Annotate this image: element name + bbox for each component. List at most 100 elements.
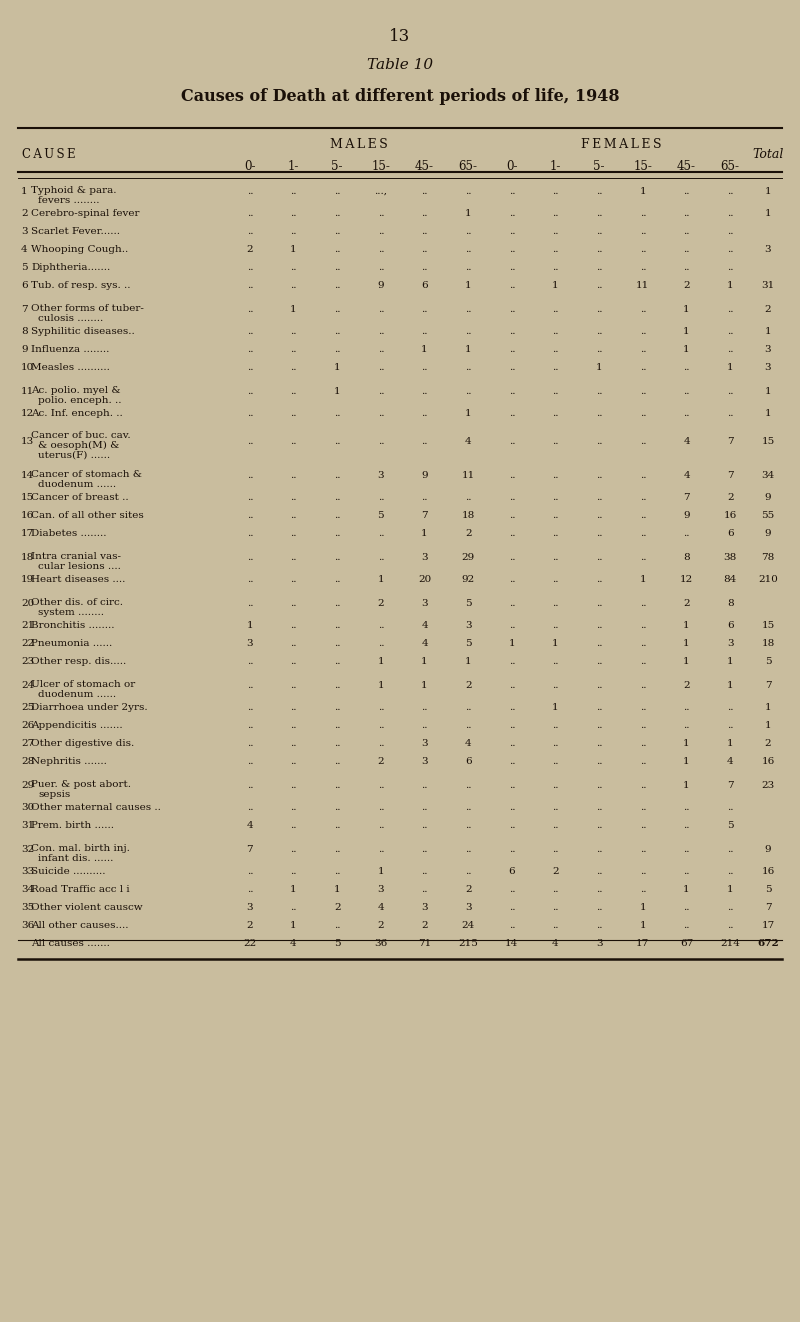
Text: ..: .. bbox=[639, 780, 646, 789]
Text: duodenum ......: duodenum ...... bbox=[38, 480, 116, 489]
Text: ..: .. bbox=[290, 209, 297, 218]
Text: duodenum ......: duodenum ...... bbox=[38, 690, 116, 699]
Text: 1-: 1- bbox=[288, 160, 299, 173]
Text: ..: .. bbox=[246, 758, 253, 767]
Text: ..: .. bbox=[596, 640, 602, 649]
Text: 6: 6 bbox=[21, 282, 28, 291]
Text: 18: 18 bbox=[462, 512, 474, 521]
Text: 1: 1 bbox=[639, 186, 646, 196]
Text: 2: 2 bbox=[465, 530, 471, 538]
Text: 1: 1 bbox=[290, 886, 297, 895]
Text: 672: 672 bbox=[757, 940, 779, 948]
Text: Puer. & post abort.: Puer. & post abort. bbox=[31, 780, 131, 789]
Text: ..: .. bbox=[683, 186, 690, 196]
Text: ..: .. bbox=[683, 530, 690, 538]
Text: ..: .. bbox=[596, 282, 602, 291]
Text: 14: 14 bbox=[21, 471, 34, 480]
Text: ..: .. bbox=[639, 640, 646, 649]
Text: ..: .. bbox=[334, 780, 341, 789]
Text: ..: .. bbox=[552, 886, 558, 895]
Text: ..: .. bbox=[683, 903, 690, 912]
Text: ..: .. bbox=[422, 722, 428, 731]
Text: All other causes....: All other causes.... bbox=[31, 921, 129, 931]
Text: ..: .. bbox=[422, 436, 428, 446]
Text: ..: .. bbox=[596, 410, 602, 419]
Text: ..: .. bbox=[334, 246, 341, 255]
Text: ..: .. bbox=[246, 703, 253, 713]
Text: ..: .. bbox=[334, 282, 341, 291]
Text: 1: 1 bbox=[552, 703, 559, 713]
Text: 1: 1 bbox=[465, 282, 471, 291]
Text: 3: 3 bbox=[378, 471, 384, 480]
Text: ..: .. bbox=[465, 328, 471, 337]
Text: 31: 31 bbox=[762, 282, 774, 291]
Text: ..: .. bbox=[246, 804, 253, 813]
Text: ..: .. bbox=[596, 345, 602, 354]
Text: ..: .. bbox=[596, 575, 602, 584]
Text: ..: .. bbox=[334, 640, 341, 649]
Text: ..: .. bbox=[639, 246, 646, 255]
Text: ..: .. bbox=[334, 867, 341, 876]
Text: ..: .. bbox=[509, 282, 515, 291]
Text: ..: .. bbox=[639, 599, 646, 608]
Text: 16: 16 bbox=[762, 867, 774, 876]
Text: 4: 4 bbox=[378, 903, 384, 912]
Text: ..: .. bbox=[596, 530, 602, 538]
Text: 5: 5 bbox=[21, 263, 28, 272]
Text: ..: .. bbox=[465, 867, 471, 876]
Text: ..: .. bbox=[334, 530, 341, 538]
Text: ..: .. bbox=[639, 845, 646, 854]
Text: ..: .. bbox=[727, 328, 734, 337]
Text: Cerebro-spinal fever: Cerebro-spinal fever bbox=[31, 209, 139, 218]
Text: ..: .. bbox=[378, 493, 384, 502]
Text: ..: .. bbox=[509, 681, 515, 690]
Text: ..: .. bbox=[639, 345, 646, 354]
Text: 1: 1 bbox=[334, 364, 341, 373]
Text: 2: 2 bbox=[334, 903, 341, 912]
Text: ..: .. bbox=[596, 867, 602, 876]
Text: 7: 7 bbox=[683, 493, 690, 502]
Text: ..: .. bbox=[727, 304, 734, 313]
Text: 4: 4 bbox=[421, 621, 428, 631]
Text: 2: 2 bbox=[765, 304, 771, 313]
Text: ..: .. bbox=[509, 493, 515, 502]
Text: ..: .. bbox=[334, 304, 341, 313]
Text: 5: 5 bbox=[465, 599, 471, 608]
Text: 1: 1 bbox=[765, 209, 771, 218]
Text: ..: .. bbox=[509, 328, 515, 337]
Text: 2: 2 bbox=[378, 599, 384, 608]
Text: 5: 5 bbox=[465, 640, 471, 649]
Text: ..: .. bbox=[639, 886, 646, 895]
Text: 9: 9 bbox=[765, 530, 771, 538]
Text: 65-: 65- bbox=[721, 160, 740, 173]
Text: ..: .. bbox=[334, 436, 341, 446]
Text: ..: .. bbox=[378, 553, 384, 562]
Text: ..: .. bbox=[727, 867, 734, 876]
Text: ..: .. bbox=[246, 364, 253, 373]
Text: 4: 4 bbox=[465, 436, 471, 446]
Text: 16: 16 bbox=[723, 512, 737, 521]
Text: ..: .. bbox=[727, 386, 734, 395]
Text: ..: .. bbox=[552, 227, 558, 237]
Text: ..: .. bbox=[509, 345, 515, 354]
Text: F E M A L E S: F E M A L E S bbox=[581, 137, 662, 151]
Text: 24: 24 bbox=[462, 921, 474, 931]
Text: 6: 6 bbox=[421, 282, 428, 291]
Text: ..: .. bbox=[727, 921, 734, 931]
Text: ..: .. bbox=[422, 209, 428, 218]
Text: 29: 29 bbox=[462, 553, 474, 562]
Text: 214: 214 bbox=[720, 940, 740, 948]
Text: ..: .. bbox=[683, 386, 690, 395]
Text: 4: 4 bbox=[683, 436, 690, 446]
Text: 1: 1 bbox=[334, 886, 341, 895]
Text: Typhoid & para.: Typhoid & para. bbox=[31, 186, 117, 196]
Text: Ulcer of stomach or: Ulcer of stomach or bbox=[31, 680, 135, 689]
Text: 1: 1 bbox=[639, 903, 646, 912]
Text: ..: .. bbox=[334, 493, 341, 502]
Text: ..: .. bbox=[509, 553, 515, 562]
Text: ..: .. bbox=[683, 722, 690, 731]
Text: 22: 22 bbox=[21, 640, 34, 649]
Text: ..: .. bbox=[552, 512, 558, 521]
Text: ..: .. bbox=[290, 186, 297, 196]
Text: 30: 30 bbox=[21, 804, 34, 813]
